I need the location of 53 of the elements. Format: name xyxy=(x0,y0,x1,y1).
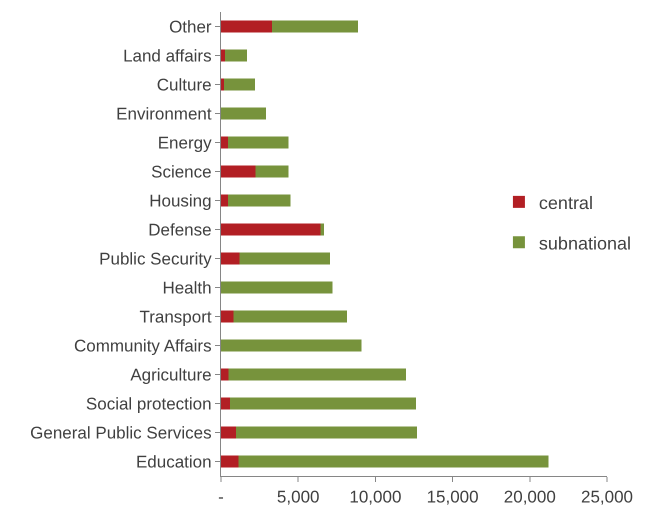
y-tick-label: Defense xyxy=(148,220,212,240)
bar xyxy=(236,426,418,438)
y-tick-label: Transport xyxy=(139,307,212,326)
x-tick-label: 15,000 xyxy=(426,487,479,506)
bar xyxy=(272,20,358,32)
y-tick-label: General Public Services xyxy=(30,423,212,442)
bar xyxy=(320,224,324,236)
y-tick-label: Education xyxy=(136,452,212,472)
bar xyxy=(221,456,238,468)
bar xyxy=(221,282,332,294)
bar xyxy=(224,78,256,90)
bar xyxy=(234,310,347,322)
y-tick-label: Other xyxy=(169,17,212,36)
x-tick-label: 5,000 xyxy=(276,487,320,506)
bar xyxy=(221,252,240,264)
x-tick-label: 25,000 xyxy=(581,487,633,506)
x-tick-label: 20,000 xyxy=(504,487,556,506)
bar xyxy=(221,368,229,380)
y-tick-label: Agriculture xyxy=(130,365,212,384)
y-tick-label: Health xyxy=(162,278,212,298)
bar xyxy=(221,78,224,90)
y-tick-label: Science xyxy=(151,162,212,182)
y-tick-label: Culture xyxy=(156,75,212,94)
bar xyxy=(221,426,236,438)
y-tick-label: Housing xyxy=(149,191,212,210)
bar xyxy=(221,20,272,32)
legend-label: central xyxy=(538,192,593,213)
bar xyxy=(221,194,228,206)
bar xyxy=(221,166,256,178)
bar xyxy=(238,456,549,468)
x-tick-label: - xyxy=(218,487,224,506)
y-tick-label: Energy xyxy=(158,133,212,152)
bar xyxy=(221,224,321,236)
y-tick-label: Community Affairs xyxy=(74,336,212,356)
y-tick-label: Public Security xyxy=(99,249,212,268)
y-tick-label: Environment xyxy=(116,104,212,124)
y-tick-label: Social protection xyxy=(86,394,212,414)
y-tick-label: Land affairs xyxy=(123,46,212,66)
bar xyxy=(255,166,289,178)
legend-label: subnational xyxy=(538,233,631,254)
bar xyxy=(221,310,234,322)
bar xyxy=(221,50,226,62)
bar xyxy=(230,398,416,410)
bar xyxy=(240,252,330,264)
bar xyxy=(228,194,290,206)
bar xyxy=(221,108,266,120)
bar xyxy=(228,136,289,148)
x-tick-label: 10,000 xyxy=(349,487,402,506)
bar xyxy=(228,368,406,380)
bar xyxy=(221,398,230,410)
bar xyxy=(221,136,228,148)
bar xyxy=(221,340,362,352)
bar xyxy=(225,50,247,62)
